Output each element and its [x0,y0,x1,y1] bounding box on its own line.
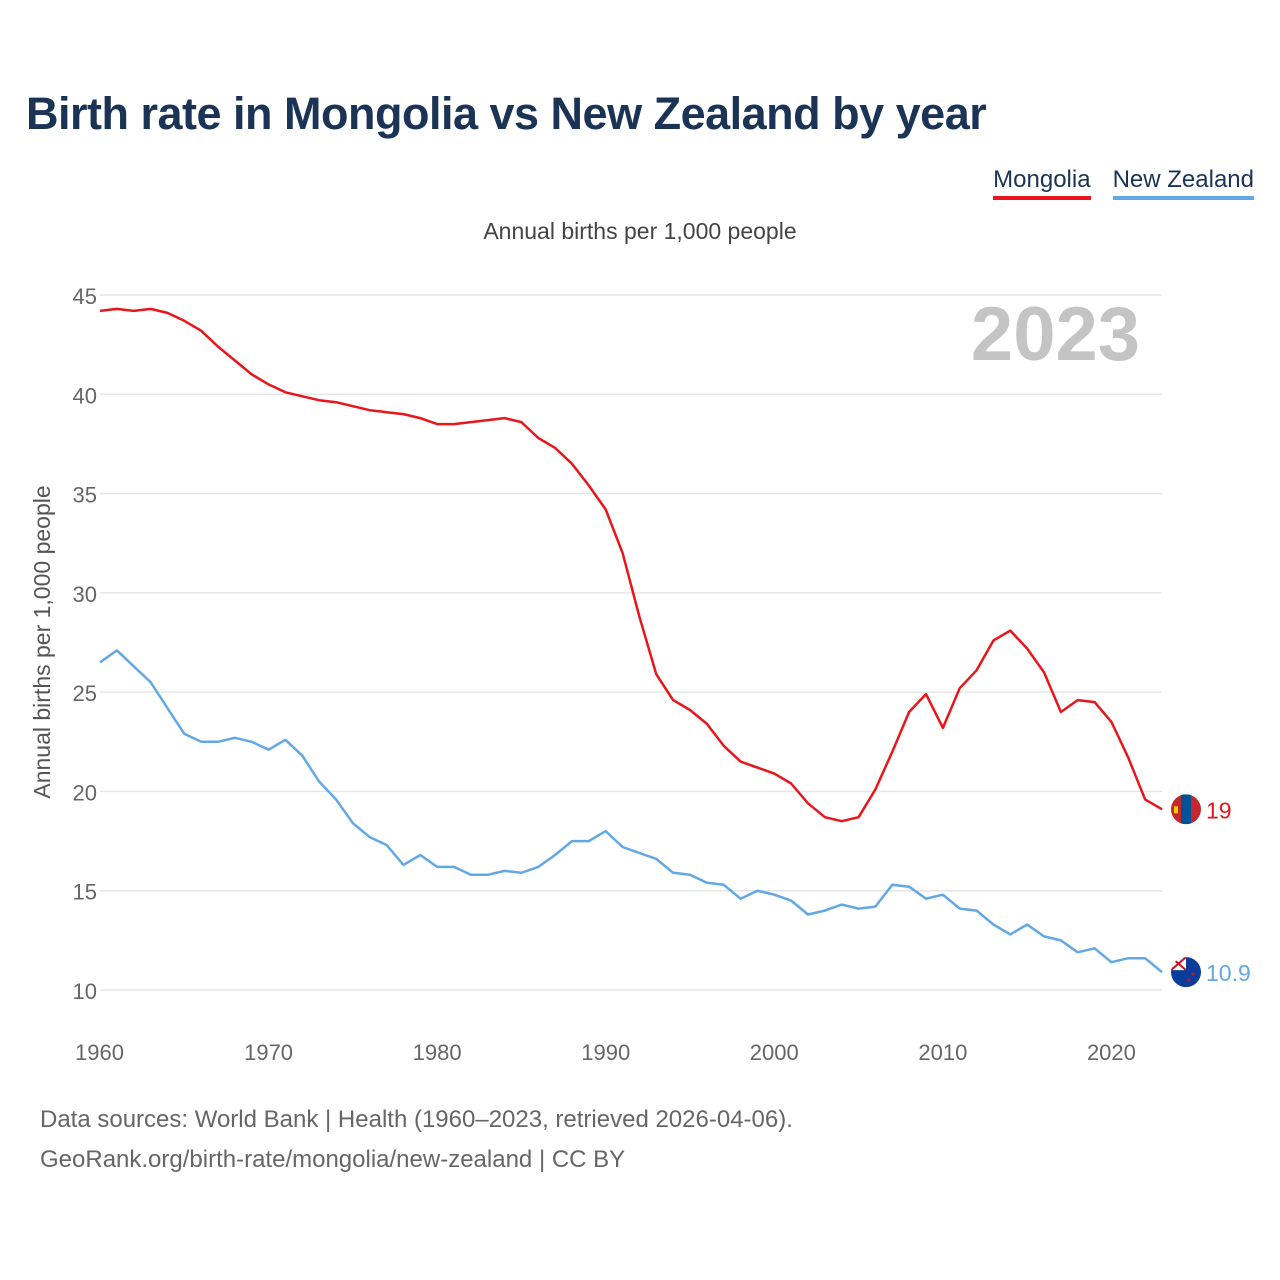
gridlines [100,294,1162,991]
x-tick-label-1970: 1970 [244,1040,293,1065]
x-tick-label-2020: 2020 [1087,1040,1136,1065]
y-tick-label-30: 30 [73,582,97,607]
flag-new-zealand-icon [1171,957,1201,988]
x-tick-label-1990: 1990 [581,1040,630,1065]
legend-item-new-zealand[interactable]: New Zealand [1112,166,1254,200]
end-label-mongolia: 19 [1206,797,1232,823]
legend-item-mongolia[interactable]: Mongolia [993,166,1091,200]
legend: Mongolia New Zealand [993,166,1254,200]
end-label-new-zealand: 10.9 [1206,960,1251,986]
series-line-mongolia[interactable] [99,307,1163,823]
footer-source: Data sources: World Bank | Health (1960–… [40,1106,793,1133]
year-watermark: 2023 [971,292,1140,377]
footer-url[interactable]: GeoRank.org/birth-rate/mongolia/new-zeal… [40,1146,626,1173]
y-tick-label-15: 15 [73,880,97,905]
y-axis-ticks: 10 15 20 25 30 35 40 45 [73,284,97,1004]
y-tick-label-25: 25 [73,681,97,706]
flag-mongolia-icon [1171,794,1201,825]
y-tick-label-10: 10 [73,979,97,1004]
x-tick-label-1980: 1980 [413,1040,462,1065]
x-axis-ticks: 1960 1970 1980 1990 2000 2010 2020 [75,1040,1136,1065]
x-tick-label-1960: 1960 [75,1040,124,1065]
chart-subtitle: Annual births per 1,000 people [483,218,797,244]
x-tick-label-2000: 2000 [750,1040,799,1065]
y-tick-label-20: 20 [73,780,97,805]
x-tick-label-2010: 2010 [918,1040,967,1065]
y-tick-label-45: 45 [73,284,97,309]
y-tick-label-40: 40 [73,383,97,408]
chart-title: Birth rate in Mongolia vs New Zealand by… [26,88,987,139]
y-tick-label-35: 35 [73,483,97,508]
series-line-new-zealand[interactable] [99,649,1163,974]
y-axis-label: Annual births per 1,000 people [29,485,55,798]
